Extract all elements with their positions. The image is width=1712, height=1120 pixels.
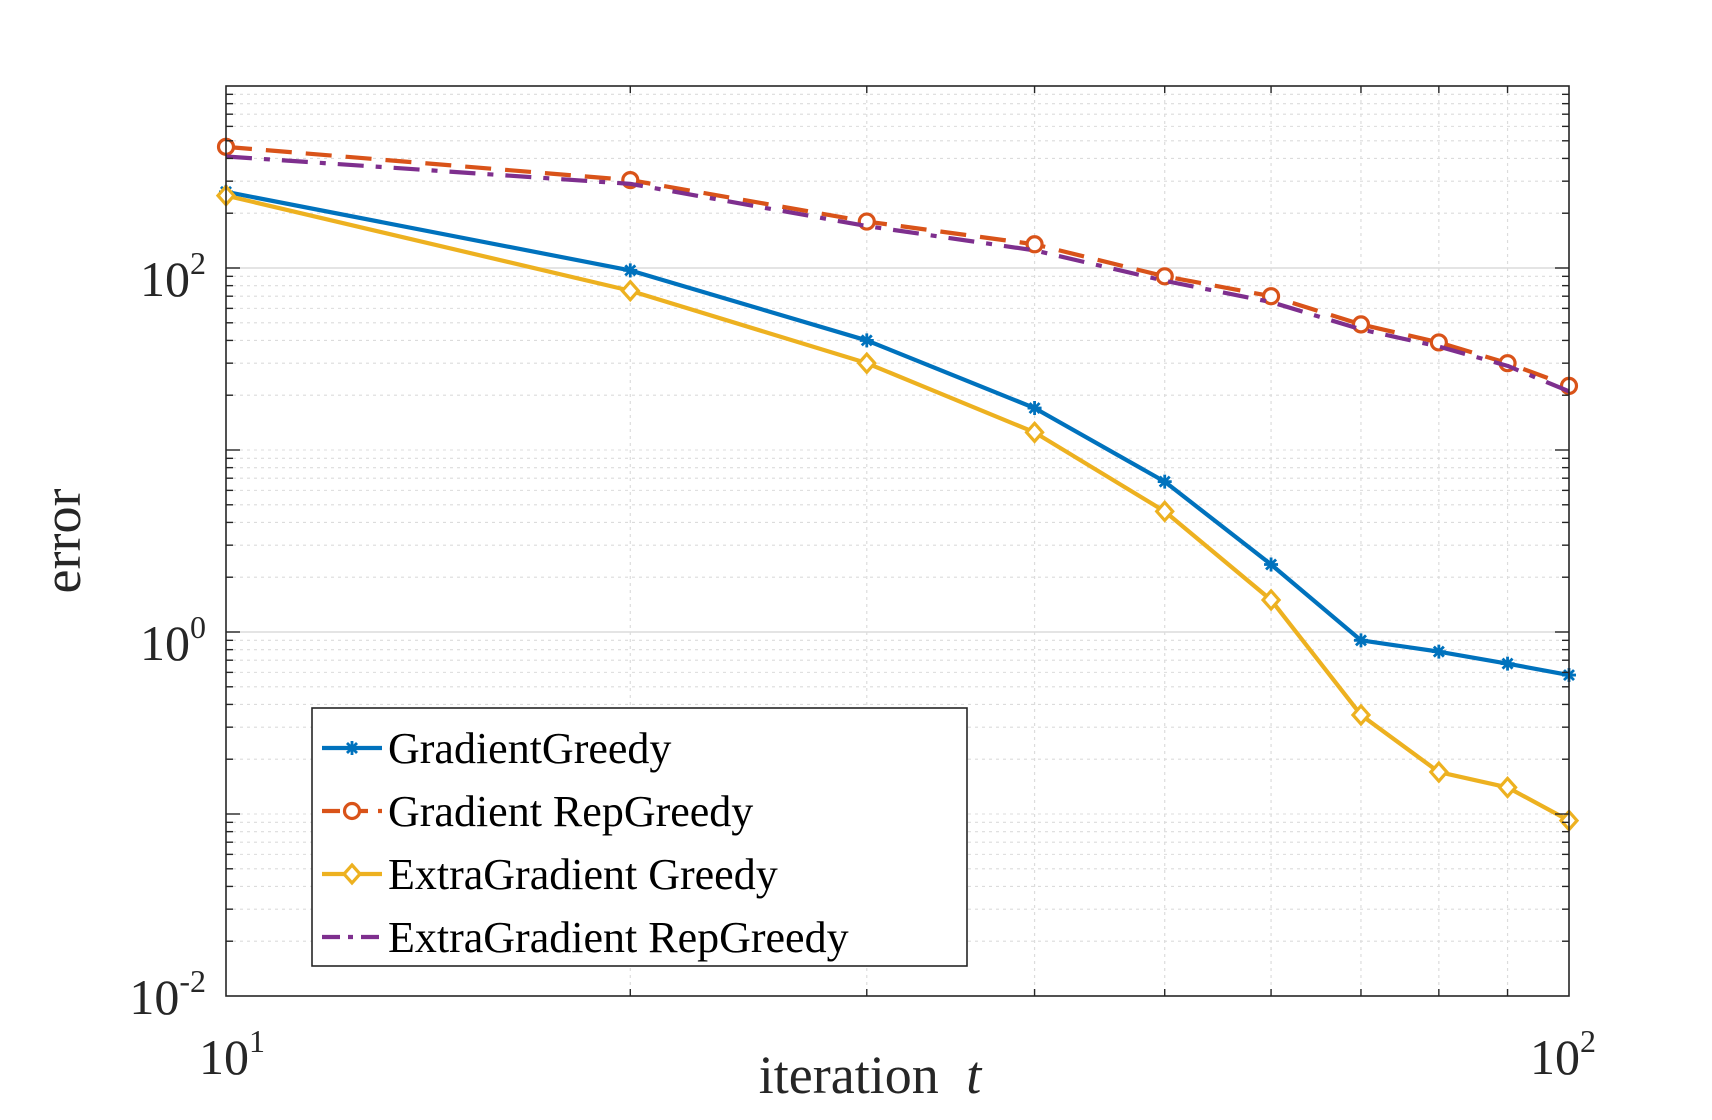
data-point [859,333,874,348]
series-extragradient-repgreedy [225,154,1570,394]
x-tick-label: 101 [199,1023,265,1085]
data-point [1261,287,1281,306]
data-point [1260,588,1282,612]
y-tick-label-exponent: -2 [179,963,206,999]
legend-label: Gradient RepGreedy [388,787,753,836]
axis-labels: iteration t error [32,489,983,1105]
x-tick-label-base: 10 [199,1029,249,1085]
data-point [623,263,638,278]
series-layer [215,137,1580,832]
data-point [1497,775,1518,799]
x-tick-label: 102 [1530,1023,1596,1085]
y-axis-label: error [32,489,92,594]
data-point [1025,235,1044,254]
data-point [1027,401,1042,416]
data-point [620,279,641,303]
data-point [856,351,877,375]
legend-item: GradientGreedy [322,724,671,773]
plot-frame [225,85,1570,997]
legend-item: Gradient RepGreedy [322,787,753,836]
legend-item: ExtraGradient Greedy [322,850,778,899]
x-axis-label-text: iteration [759,1045,939,1105]
series-line [225,189,1570,678]
x-axis-label-var: t [966,1045,983,1105]
x-axis-label: iteration t [759,1045,983,1105]
series-line [225,144,1570,388]
y-tick-label: 100 [140,609,206,671]
y-tick-label-exponent: 2 [190,245,206,281]
y-tick-label: 10-2 [129,963,206,1025]
legend-marker [341,862,363,886]
legend: GradientGreedy Gradient RepGreedy ExtraGra… [311,707,968,967]
data-point [1353,633,1368,648]
legend-label: ExtraGradient RepGreedy [388,913,849,962]
x-tick-label-exponent: 1 [249,1023,265,1059]
y-tick-label: 102 [140,245,206,307]
data-point [1350,703,1372,727]
legend-box [311,707,968,967]
y-tick-label-base: 10 [140,251,190,307]
y-tick-label-base: 10 [140,615,190,671]
series-line [225,154,1570,394]
legend-marker [345,741,359,755]
series-extragradient-greedy [215,184,1580,832]
data-point [1264,557,1279,572]
data-point [1024,420,1045,444]
data-point [1428,760,1449,784]
y-tick-label-base: 10 [129,969,179,1025]
legend-label: GradientGreedy [388,724,671,773]
legend-item: ExtraGradient RepGreedy [322,913,849,962]
data-point [1351,315,1371,334]
legend-label: ExtraGradient Greedy [388,850,778,899]
data-point [1431,644,1446,659]
grid [226,86,1569,996]
x-tick-label-exponent: 2 [1580,1023,1596,1059]
x-tick-label-base: 10 [1530,1029,1580,1085]
series-line [225,193,1570,823]
data-point [1157,474,1172,489]
data-point [1500,656,1515,671]
legend-marker [342,801,362,821]
data-point [1154,499,1175,523]
y-tick-label-exponent: 0 [190,609,206,645]
